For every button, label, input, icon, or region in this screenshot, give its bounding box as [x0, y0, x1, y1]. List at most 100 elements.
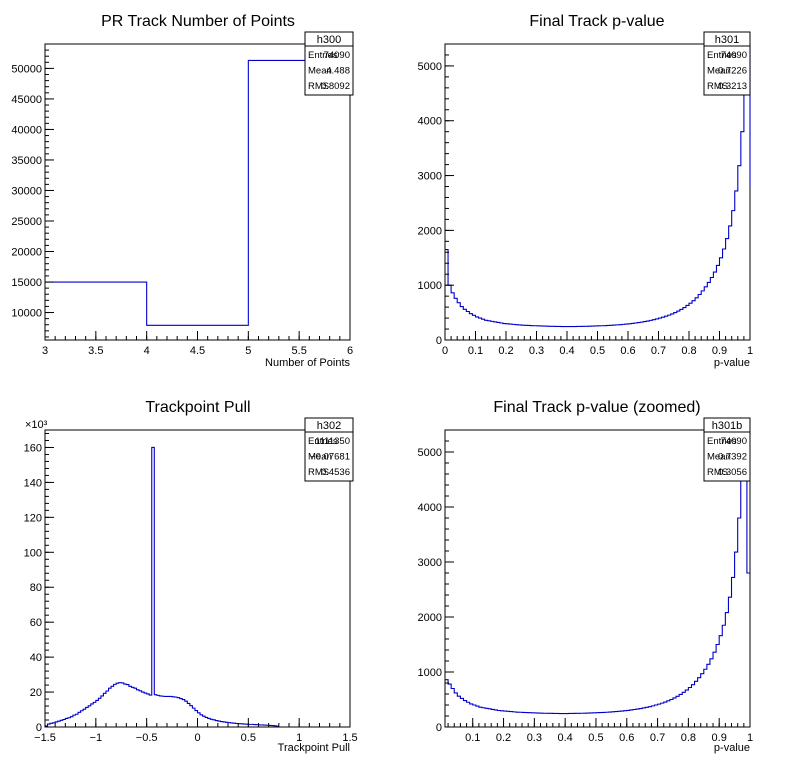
x-tick-label: −1 — [90, 732, 103, 744]
stats-row-value: 0.7392 — [718, 452, 747, 463]
y-tick-label: 80 — [30, 582, 42, 594]
y-tick-label: 1000 — [418, 280, 442, 292]
chart-panel-4: Final Track p-value (zoomed) 0.1 0.2 0.3 0.4… — [418, 399, 754, 754]
stats-box-frame — [703, 417, 751, 482]
y-tick-label: 0 — [436, 722, 442, 734]
y-tick-label: 30000 — [11, 185, 42, 197]
x-tick-label: 3 — [42, 345, 48, 357]
y-tick-label: 4000 — [418, 116, 442, 128]
y-tick-label: 3000 — [418, 171, 442, 183]
histogram-series — [445, 43, 751, 328]
stats-histogram-name: h301b — [712, 420, 743, 432]
y-tick-label: 20000 — [11, 247, 42, 259]
y-tick-label: 35000 — [11, 155, 42, 167]
x-tick-label: 5 — [245, 345, 251, 357]
stats-box-frame — [304, 417, 354, 482]
stats-row-label: Mean — [308, 66, 332, 77]
chart-panel-2: Final Track p-value 0 0.1 0.2 0.3 0.4 0.5 0.6 0.… — [418, 13, 754, 369]
y-tick-label: 120 — [24, 512, 42, 524]
y-exponent-label: ×10³ — [25, 419, 48, 431]
x-tick-label: 0.3 — [529, 345, 544, 357]
y-tick-label: 0 — [36, 722, 42, 734]
stats-box-frame — [703, 31, 751, 96]
y-tick-label: 40 — [30, 652, 42, 664]
chart-title: Final Track p-value (zoomed) — [493, 399, 700, 416]
stats-row-value: 74090 — [324, 50, 350, 61]
x-tick-label: 0 — [442, 345, 448, 357]
stats-row-value: 0.4536 — [321, 467, 350, 478]
x-tick-label: 0.4 — [559, 345, 574, 357]
x-axis-label: p-value — [714, 742, 750, 754]
y-tick-label: 5000 — [418, 61, 442, 73]
x-tick-label: 1 — [296, 732, 302, 744]
y-tick-label: 50000 — [11, 63, 42, 75]
x-tick-label: −0.5 — [136, 732, 158, 744]
x-tick-label: 1 — [747, 732, 753, 744]
histogram-line — [45, 59, 350, 326]
plot-frame — [444, 429, 751, 728]
x-tick-label: 0.5 — [241, 732, 256, 744]
stats-row-label: Entries — [308, 50, 338, 61]
x-tick-label: −1.5 — [34, 732, 56, 744]
x-tick-label: 3.5 — [88, 345, 103, 357]
x-tick-label: 0.5 — [590, 345, 605, 357]
stats-row-label: RMS — [308, 81, 329, 92]
x-tick-label: 0.6 — [619, 732, 634, 744]
stats-row-label: RMS — [308, 467, 329, 478]
y-tick-label: 20 — [30, 687, 42, 699]
x-tick-label: 0.2 — [496, 732, 511, 744]
stats-row-value: −0.07681 — [310, 452, 350, 463]
y-tick-label: 2000 — [418, 225, 442, 237]
stats-row-value: 0.8092 — [321, 81, 350, 92]
x-tick-label: 1 — [747, 345, 753, 357]
x-tick-label: 0.9 — [712, 732, 727, 744]
stats-row-label: Mean — [707, 66, 731, 77]
x-tick-label: 0.1 — [465, 732, 480, 744]
x-axis-label: p-value — [714, 357, 750, 369]
x-axis-label: Number of Points — [265, 357, 350, 369]
chart-title: Trackpoint Pull — [145, 399, 250, 416]
histogram-line — [445, 429, 750, 715]
x-tick-label: 6 — [347, 345, 353, 357]
histogram-series — [45, 59, 350, 326]
stats-row-value: 0.3056 — [718, 467, 747, 478]
stats-histogram-name: h301 — [715, 34, 739, 46]
histogram-line — [445, 43, 751, 328]
y-tick-label: 15000 — [11, 277, 42, 289]
stats-row-value: 74090 — [721, 50, 747, 61]
chart-panel-3: Trackpoint Pull −1.5 −1 −0.5 0 0.5 1 1.5 0 20 40 60… — [24, 399, 358, 754]
x-tick-label: 0.7 — [650, 732, 665, 744]
histogram-series — [445, 429, 750, 715]
stats-row-value: 74090 — [721, 436, 747, 447]
stats-histogram-name: h300 — [317, 34, 341, 46]
stats-row-value: 0.7226 — [718, 66, 747, 77]
stats-row-label: Mean — [707, 452, 731, 463]
x-tick-label: 0.8 — [681, 345, 696, 357]
stats-row-label: RMS — [707, 467, 728, 478]
y-tick-label: 3000 — [418, 557, 442, 569]
chart-title: Final Track p-value — [529, 13, 664, 30]
stats-row-value: 0.3213 — [718, 81, 747, 92]
stats-row-label: RMS — [707, 81, 728, 92]
y-tick-label: 100 — [24, 547, 42, 559]
y-tick-label: 5000 — [418, 447, 442, 459]
y-tick-label: 160 — [24, 442, 42, 454]
x-tick-label: 0.5 — [588, 732, 603, 744]
y-tick-label: 140 — [24, 477, 42, 489]
x-tick-label: 0.8 — [681, 732, 696, 744]
y-tick-label: 40000 — [11, 124, 42, 136]
x-tick-label: 1.5 — [342, 732, 357, 744]
x-tick-label: 0.4 — [558, 732, 573, 744]
x-tick-label: 0.2 — [498, 345, 513, 357]
x-tick-label: 0 — [194, 732, 200, 744]
y-tick-label: 60 — [30, 617, 42, 629]
chart-panel-1: PR Track Number of Points 3 3.5 4 4.5 5 5.5 6 10… — [11, 13, 354, 369]
stats-row-label: Entries — [707, 50, 737, 61]
stats-row-label: Entries — [707, 436, 737, 447]
y-tick-label: 10000 — [11, 308, 42, 320]
